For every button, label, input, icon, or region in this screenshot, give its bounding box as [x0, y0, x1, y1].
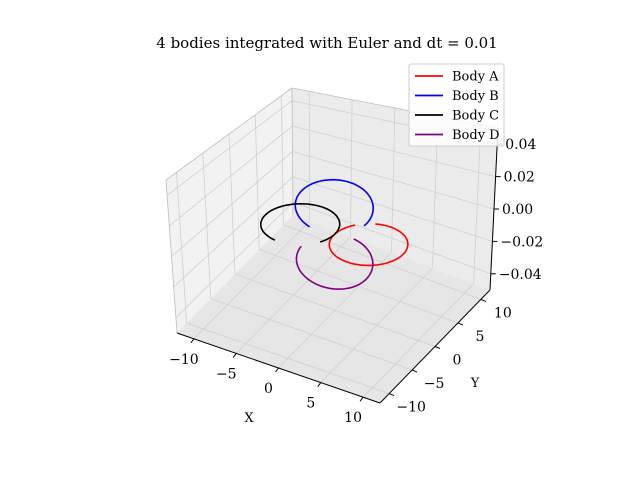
x-axis-label: X: [244, 411, 254, 426]
series-line-body-c: [259, 203, 341, 243]
grid-line-y-floor: [186, 322, 390, 394]
legend-label-body-c: Body C: [452, 109, 499, 124]
grid-line-y-floor: [210, 298, 413, 371]
y-tick-label: −10: [396, 400, 426, 416]
chart-title: 4 bodies integrated with Euler and dt = …: [156, 34, 497, 52]
y-tick-label: 10: [494, 305, 512, 321]
z-tick-label: −0.02: [500, 234, 543, 250]
grid-line-y-floor: [283, 224, 481, 300]
z-tick-label: 0.02: [504, 170, 535, 186]
y-tick-mark: [480, 298, 487, 302]
series-line-body-b: [294, 178, 375, 228]
grid-line-y-floor: [259, 249, 459, 324]
y-tick-label: 5: [475, 329, 484, 345]
x-tick-label: 5: [306, 396, 315, 412]
y-tick-label: −5: [424, 376, 445, 392]
x-tick-label: 0: [264, 381, 273, 397]
pane-edge: [291, 87, 294, 216]
grid-line-z-side: [166, 100, 293, 196]
pane-x: [166, 88, 293, 333]
pane-edge: [165, 179, 178, 334]
y-tick-mark: [457, 322, 464, 326]
grid-line-z-back: [292, 151, 495, 210]
series-lines: [259, 178, 409, 290]
grid-line-z-side: [175, 202, 294, 318]
grid-line-z-back: [292, 201, 491, 275]
x-tick-mark: [232, 353, 237, 358]
y-axis-label: Y: [470, 376, 480, 391]
grid-line-y-floor: [234, 273, 436, 347]
series-line-body-d: [295, 238, 374, 290]
z-tick-label: 0.04: [505, 137, 536, 153]
y-tick-mark: [388, 393, 395, 397]
pane-edge: [165, 87, 293, 181]
legend: Body A Body B Body C Body D: [408, 63, 505, 147]
z-tick-label: −0.04: [499, 267, 542, 283]
legend-label-body-d: Body D: [452, 128, 500, 143]
grid-line-z-side: [173, 176, 293, 288]
legend-label-body-b: Body B: [452, 89, 499, 104]
x-tick-mark: [317, 382, 322, 387]
legend-frame: [408, 63, 505, 147]
grid-line-z-back: [292, 125, 496, 177]
y-tick-label: 0: [453, 353, 462, 369]
x-tick-label: 10: [344, 410, 362, 426]
legend-label-body-a: Body A: [452, 70, 499, 85]
pane-z: [177, 215, 490, 403]
x-tick-mark: [275, 367, 279, 373]
y-tick-mark: [434, 346, 441, 349]
x-tick-mark: [190, 338, 195, 344]
x-tick-label: −5: [216, 366, 237, 382]
y-tick-mark: [411, 369, 418, 373]
grid-line-z-back: [292, 176, 493, 242]
x-tick-mark: [359, 396, 364, 402]
grid-line-z-side: [171, 151, 293, 257]
grid-line-z-side: [169, 125, 293, 227]
x-tick-label: −10: [169, 352, 199, 368]
z-tick-label: 0.00: [502, 202, 533, 218]
